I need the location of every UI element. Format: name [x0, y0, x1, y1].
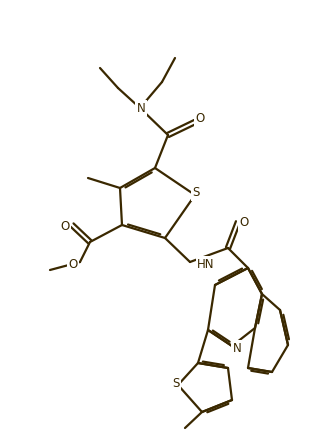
Text: S: S — [172, 377, 180, 389]
Text: O: O — [68, 258, 78, 270]
Text: N: N — [233, 341, 241, 354]
Text: S: S — [192, 187, 200, 200]
Text: O: O — [239, 217, 249, 229]
Text: O: O — [195, 112, 205, 126]
Text: HN: HN — [197, 258, 215, 270]
Text: N: N — [137, 102, 146, 115]
Text: O: O — [60, 219, 70, 232]
